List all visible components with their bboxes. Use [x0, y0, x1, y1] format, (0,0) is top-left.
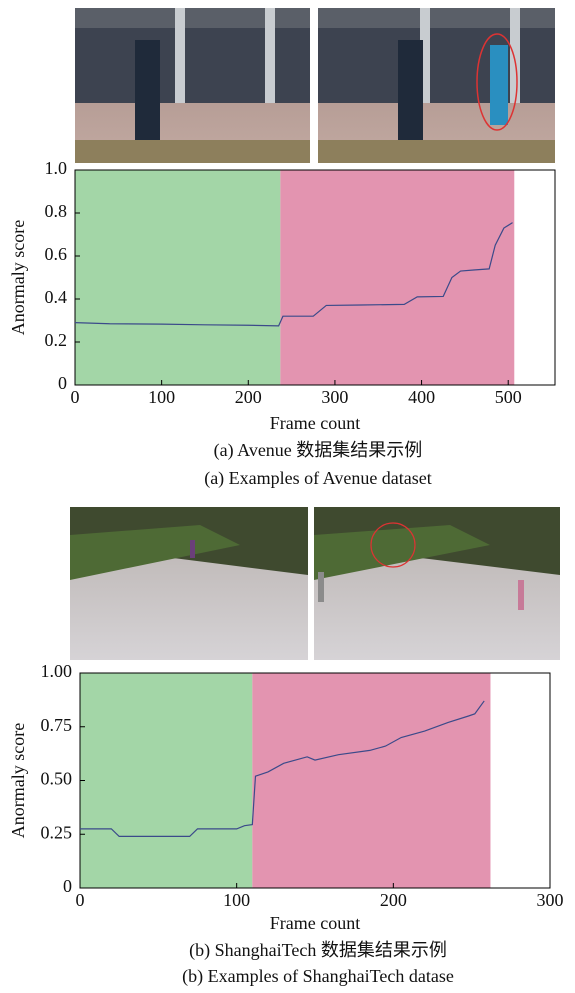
y-tick-label: 0.4 [45, 287, 68, 307]
y-tick-label: 1.00 [41, 661, 73, 681]
caption: (b) Examples of ShanghaiTech datase [182, 966, 454, 987]
y-tick-label: 0.2 [45, 330, 68, 350]
y-tick-label: 1.0 [45, 158, 68, 178]
region [80, 673, 253, 888]
caption: (a) Avenue 数据集结果示例 [214, 440, 423, 461]
line [80, 700, 485, 837]
y-tick-label: 0.6 [45, 244, 68, 264]
x-tick-label: 300 [537, 890, 564, 910]
x-tick-label: 300 [321, 387, 348, 407]
photo [318, 8, 555, 163]
x-axis-label: Frame count [270, 413, 360, 433]
y-tick-label: 0.50 [41, 769, 73, 789]
x-tick-label: 100 [223, 890, 250, 910]
x-tick-label: 0 [76, 890, 85, 910]
photo [314, 507, 560, 660]
line [74, 222, 513, 327]
photo [70, 507, 308, 660]
x-tick-label: 200 [235, 387, 262, 407]
caption: (a) Examples of Avenue dataset [204, 468, 432, 489]
y-tick-label: 0 [63, 876, 72, 896]
region [280, 170, 515, 385]
x-tick-label: 400 [408, 387, 435, 407]
y-tick-label: 0 [58, 373, 67, 393]
y-axis-label: Anormaly score [8, 723, 28, 838]
region [252, 673, 491, 888]
x-axis-label: Frame count [270, 913, 360, 933]
caption: (b) ShanghaiTech 数据集结果示例 [189, 940, 447, 961]
photo [75, 8, 310, 163]
x-tick-label: 100 [148, 387, 175, 407]
x-tick-label: 0 [71, 387, 80, 407]
y-tick-label: 0.25 [41, 822, 73, 842]
region [75, 170, 281, 385]
y-axis-label: Anormaly score [8, 220, 28, 335]
y-tick-label: 0.75 [41, 715, 73, 735]
x-tick-label: 500 [495, 387, 522, 407]
plot-frame [74, 169, 556, 386]
x-tick-label: 200 [380, 890, 407, 910]
y-tick-label: 0.8 [45, 201, 68, 221]
